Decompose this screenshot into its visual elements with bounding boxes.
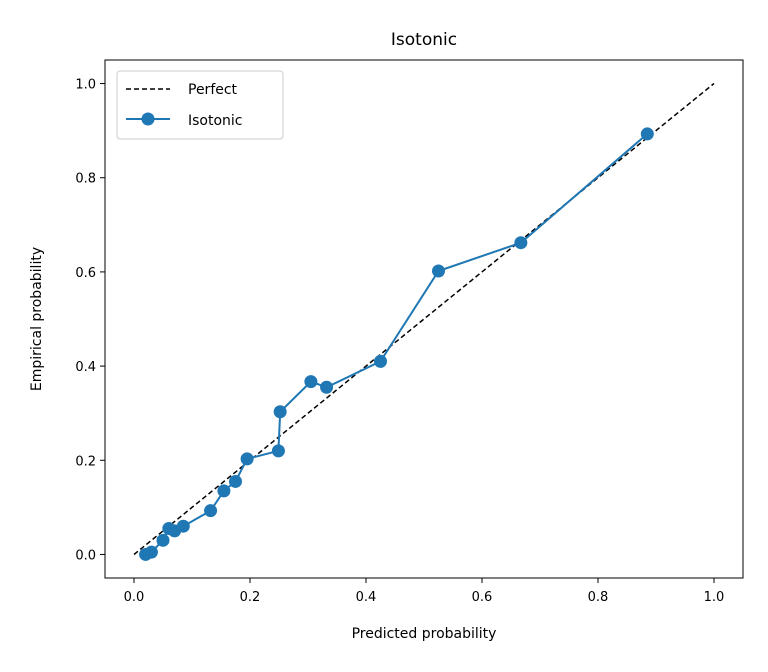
- data-point: [640, 127, 654, 141]
- x-tick-label: 1.0: [704, 590, 725, 605]
- y-tick-label: 1.0: [75, 78, 96, 93]
- data-point: [374, 354, 387, 368]
- data-point: [144, 545, 158, 559]
- data-point: [432, 264, 445, 278]
- y-axis: 0.0 0.2 0.4 0.6 0.8 1.0: [75, 78, 105, 563]
- y-tick-label: 0.4: [75, 360, 96, 375]
- data-point: [273, 405, 287, 419]
- data-point: [204, 504, 218, 518]
- y-tick-label: 0.8: [75, 172, 96, 187]
- y-axis-label: Empirical probability: [29, 247, 45, 391]
- x-axis: 0.0 0.2 0.4 0.6 0.8 1.0: [124, 578, 725, 605]
- data-point: [176, 519, 190, 533]
- legend-isotonic-marker: [141, 112, 155, 126]
- y-tick-label: 0.6: [75, 266, 96, 281]
- y-tick-label: 0.0: [75, 548, 96, 563]
- x-tick-label: 0.6: [472, 590, 493, 605]
- legend-box: [116, 70, 284, 140]
- legend-perfect-label: Perfect: [188, 82, 238, 98]
- data-point: [217, 484, 231, 498]
- chart-title: Isotonic: [391, 30, 457, 50]
- data-point: [320, 380, 334, 394]
- data-point: [271, 444, 285, 458]
- x-axis-label: Predicted probability: [352, 626, 497, 642]
- series-line-perfect: [133, 82, 715, 556]
- x-tick-label: 0.4: [356, 590, 377, 605]
- legend-isotonic-label: Isotonic: [188, 113, 243, 129]
- x-tick-label: 0.0: [124, 590, 145, 605]
- data-point: [156, 533, 170, 547]
- y-tick-label: 0.2: [75, 454, 96, 469]
- x-tick-label: 0.8: [588, 590, 609, 605]
- plot-area: [104, 59, 744, 579]
- data-point: [229, 474, 242, 488]
- data-point: [240, 452, 254, 466]
- legend: Perfect Isotonic: [116, 70, 284, 140]
- series-layer: [133, 82, 715, 561]
- x-tick-label: 0.2: [240, 590, 261, 605]
- data-point: [304, 375, 318, 389]
- data-point: [514, 236, 528, 250]
